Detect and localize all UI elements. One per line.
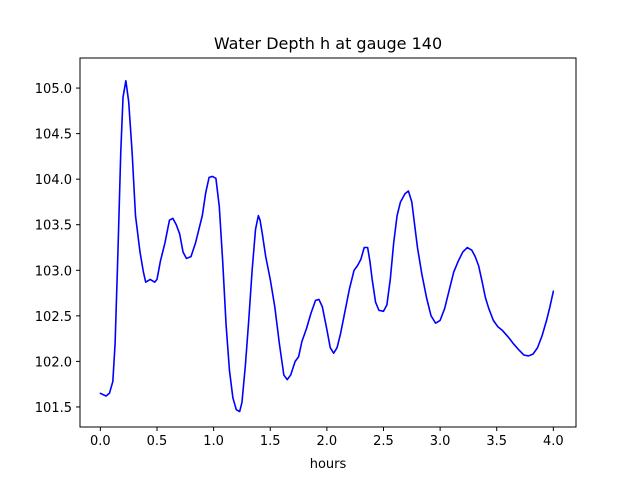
- y-tick-label: 104.0: [35, 173, 72, 188]
- series-layer: [99, 79, 555, 413]
- x-tick-label: 4.0: [543, 434, 564, 449]
- x-tick-label: 1.5: [260, 434, 281, 449]
- x-tick-label: 0.0: [90, 434, 111, 449]
- x-tick-label: 1.0: [203, 434, 224, 449]
- x-tick-label: 3.0: [430, 434, 451, 449]
- y-tick-label: 103.5: [35, 219, 72, 234]
- x-tick-label: 0.5: [147, 434, 168, 449]
- y-tick-label: 103.0: [35, 264, 72, 279]
- y-axis: 101.5 102.0 102.5 103.0 103.5 104.0 104.5 105.0: [35, 82, 80, 416]
- x-tick-label: 2.5: [373, 434, 394, 449]
- x-tick-label: 3.5: [486, 434, 507, 449]
- y-tick-label: 105.0: [35, 82, 72, 97]
- y-tick-label: 102.5: [35, 310, 72, 325]
- y-tick-label: 104.5: [35, 128, 72, 143]
- x-tick-label: 2.0: [317, 434, 338, 449]
- plot-area-frame: [79, 57, 577, 428]
- y-tick-label: 101.5: [35, 401, 72, 416]
- series-line-0: [99, 79, 555, 413]
- y-tick-label: 102.0: [35, 355, 72, 370]
- chart-title: Water Depth h at gauge 140: [214, 34, 442, 53]
- x-axis-label: hours: [310, 457, 347, 472]
- x-axis: 0.0 0.5 1.0 1.5 2.0 2.5 3.0 3.5 4.0: [90, 427, 564, 449]
